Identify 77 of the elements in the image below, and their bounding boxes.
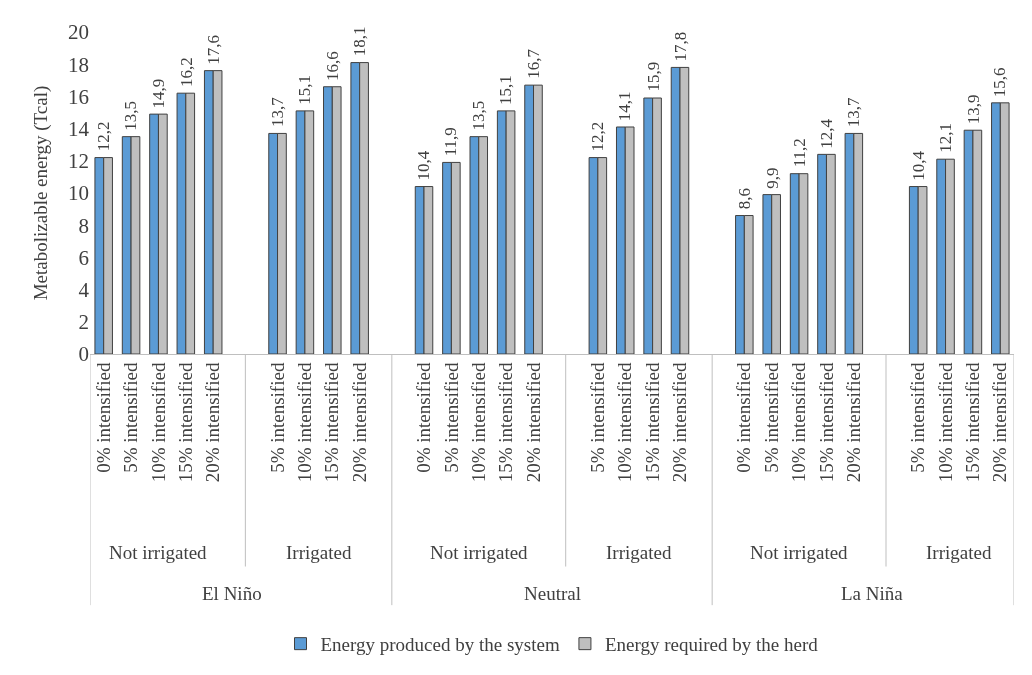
x-tick-label: 10% intensified [788, 362, 810, 483]
data-label: 15,1 [496, 75, 516, 106]
data-label: 12,4 [817, 118, 837, 149]
x-tick-label: 0% intensified [733, 362, 755, 473]
x-tick-label: 10% intensified [614, 362, 636, 483]
x-tick-label: 10% intensified [147, 362, 169, 483]
data-label: 18,1 [350, 26, 370, 57]
data-label: 12,1 [936, 123, 956, 153]
data-label: 14,1 [615, 91, 635, 122]
data-label: 16,7 [524, 48, 544, 79]
data-label: 15,9 [643, 61, 663, 92]
x-tick-label: 5% intensified [587, 362, 609, 473]
y-tick-label: 6 [78, 245, 89, 270]
y-tick-label: 14 [68, 116, 90, 141]
x-tick-label: 5% intensified [120, 362, 142, 473]
x-tick-label: 20% intensified [202, 362, 224, 483]
data-label: 13,5 [469, 100, 489, 131]
x-tick-label: 15% intensified [641, 362, 663, 483]
data-label: 13,5 [121, 100, 141, 131]
x-tick-label: 10% intensified [934, 362, 956, 483]
y-tick-label: 8 [78, 213, 89, 238]
y-tick-label: 12 [68, 149, 89, 174]
data-label: 12,2 [588, 121, 608, 152]
x-tick-label: 20% intensified [522, 362, 544, 483]
x-tick-label: 20% intensified [989, 362, 1011, 483]
data-label: 10,4 [414, 150, 434, 181]
x-tick-label: 0% intensified [92, 362, 114, 473]
x-tick-label: 15% intensified [495, 362, 517, 483]
legend-label: Energy produced by the system [320, 634, 560, 656]
x-tick-label: 10% intensified [467, 362, 489, 483]
y-tick-label: 18 [68, 52, 89, 77]
text: Irrigated [286, 542, 352, 563]
x-tick-label: 20% intensified [669, 362, 691, 483]
data-label: 15,1 [295, 75, 315, 105]
x-tick-label: 5% intensified [440, 362, 462, 473]
data-label: 13,7 [844, 97, 864, 128]
text: Neutral [524, 583, 581, 604]
data-label: 13,7 [268, 96, 288, 127]
data-label: 8,6 [735, 188, 755, 210]
data-label: 16,2 [176, 57, 196, 87]
text: La Niña [841, 583, 904, 604]
text: El Niño [202, 583, 262, 604]
y-axis-title: Metabolizable energy (Tcal) [29, 85, 52, 301]
data-label: 12,2 [94, 121, 114, 152]
data-label: 11,2 [789, 138, 809, 168]
y-tick-label: 20 [68, 20, 89, 45]
x-tick-label: 5% intensified [266, 362, 288, 473]
data-label: 10,4 [908, 150, 928, 181]
x-tick-label: 15% intensified [962, 362, 984, 483]
y-tick-label: 16 [68, 84, 89, 109]
text: Not irrigated [109, 542, 208, 563]
x-tick-label: 10% intensified [294, 362, 316, 483]
data-label: 9,9 [762, 167, 782, 189]
text: Irrigated [926, 542, 992, 563]
data-label: 17,8 [670, 31, 690, 62]
x-tick-label: 15% intensified [815, 362, 837, 483]
x-tick-label: 15% intensified [321, 362, 343, 483]
y-tick-label: 2 [78, 310, 89, 335]
y-tick-label: 0 [78, 342, 89, 367]
x-tick-label: 5% intensified [907, 362, 929, 473]
data-label: 13,9 [963, 94, 983, 125]
data-label: 17,6 [203, 35, 223, 65]
y-tick-label: 4 [78, 277, 90, 302]
text: Irrigated [606, 542, 672, 563]
data-label: 16,6 [322, 51, 342, 82]
text: Not irrigated [430, 542, 529, 563]
x-tick-label: 5% intensified [760, 362, 782, 473]
x-tick-label: 20% intensified [843, 362, 865, 483]
legend-label: Energy required by the herd [604, 634, 819, 656]
data-label: 14,9 [149, 78, 169, 109]
y-tick-label: 10 [68, 181, 89, 206]
data-label: 15,6 [990, 67, 1010, 98]
x-tick-label: 0% intensified [413, 362, 435, 473]
x-tick-label: 20% intensified [348, 362, 370, 483]
data-label: 11,9 [441, 127, 461, 157]
text: Not irrigated [750, 542, 849, 563]
x-tick-label: 15% intensified [175, 362, 196, 483]
